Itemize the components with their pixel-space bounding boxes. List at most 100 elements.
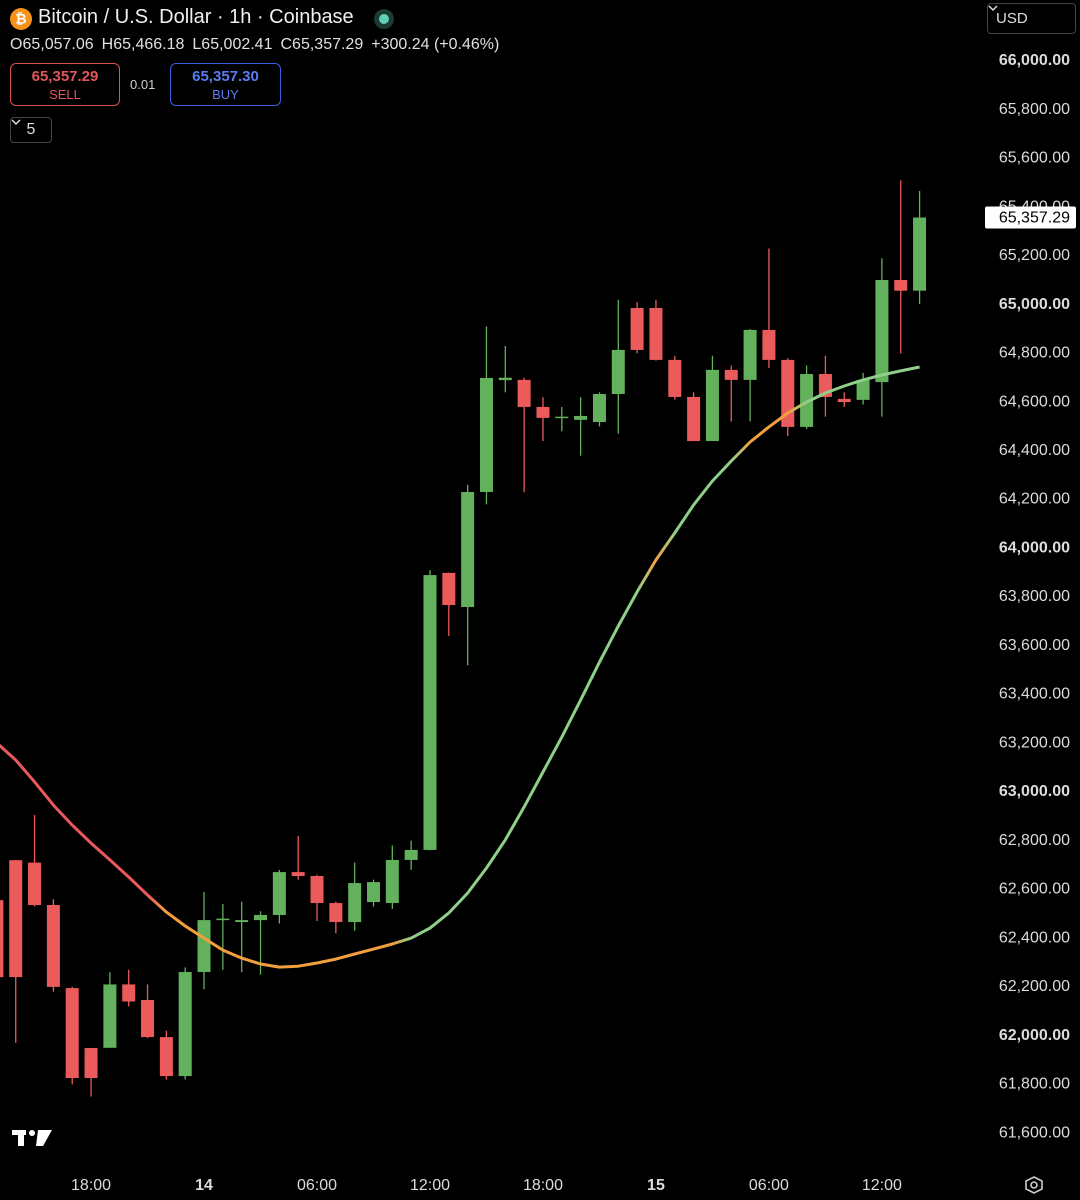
y-tick-label: 62,600.00 — [999, 881, 1070, 898]
y-tick-label: 62,800.00 — [999, 832, 1070, 849]
last-price-tag — [985, 206, 1076, 229]
buy-label: BUY — [212, 87, 239, 102]
chevron — [11, 119, 21, 126]
candle-body — [216, 918, 230, 921]
y-tick-label: 61,600.00 — [999, 1124, 1070, 1141]
settings-icon[interactable] — [1025, 1176, 1043, 1194]
candle-body — [724, 369, 738, 380]
candle-body — [837, 398, 851, 403]
candle-body — [875, 279, 889, 383]
candle-body — [103, 984, 117, 1048]
y-tick-label: 64,200.00 — [999, 491, 1070, 508]
ohlc-value: 65,357.29 — [292, 36, 364, 53]
y-tick-label: 61,800.00 — [999, 1076, 1070, 1093]
ohlc-key: O — [10, 36, 23, 53]
sell-price: 65,357.29 — [31, 68, 99, 85]
y-tick-label: 64,800.00 — [999, 345, 1070, 362]
ohlc-item: O65,057.06 — [10, 36, 94, 54]
candle-body — [178, 972, 192, 1077]
x-tick-label: 14 — [195, 1177, 213, 1194]
candle-body — [555, 416, 569, 419]
indicators-toggle[interactable]: 5 — [10, 117, 52, 143]
indicator-count: 5 — [26, 121, 36, 138]
buy-price: 65,357.30 — [192, 68, 259, 85]
ohlc-legend: O65,057.06 H65,466.18 L65,002.41 C65,357.29… — [10, 36, 499, 54]
moving-average — [0, 365, 920, 969]
candle-body — [687, 396, 701, 442]
candle-body — [498, 377, 512, 381]
candle-body — [291, 872, 305, 877]
candle-body — [65, 988, 79, 1079]
chevron — [988, 5, 998, 12]
ohlc-item: L65,002.41 — [192, 36, 272, 54]
candle-body — [442, 572, 456, 606]
candle-body — [913, 217, 927, 291]
ohlc-value: 65,057.06 — [22, 36, 94, 53]
y-tick-label: 63,200.00 — [999, 734, 1070, 751]
sell-button[interactable]: 65,357.29 SELL — [10, 63, 120, 106]
sell-label: SELL — [49, 87, 81, 102]
y-tick-label: 65,800.00 — [999, 101, 1070, 118]
candle-body — [9, 860, 23, 978]
y-tick-label: 63,400.00 — [999, 686, 1070, 703]
candle-body — [84, 1048, 98, 1079]
currency: USD — [996, 10, 1028, 27]
last-price-label: 65,357.29 — [999, 210, 1070, 227]
y-tick-label: 62,200.00 — [999, 978, 1070, 995]
x-tick-label: 18:00 — [71, 1177, 111, 1194]
x-tick-label: 06:00 — [297, 1177, 337, 1194]
change: +300.24 (+0.46%) — [371, 36, 500, 53]
candle-body — [197, 920, 211, 973]
candle-body — [574, 415, 588, 420]
candle-body — [28, 862, 42, 906]
symbol-title[interactable]: Bitcoin / U.S. Dollar · 1h · Coinbase — [38, 6, 354, 28]
buy-button[interactable]: 65,357.30 BUY — [170, 63, 281, 106]
candles — [0, 180, 927, 1097]
candle-body — [461, 491, 475, 607]
market-status[interactable] — [372, 7, 396, 31]
x-tick-label: 15 — [647, 1177, 665, 1194]
y-tick-label: 65,200.00 — [999, 247, 1070, 264]
candle-body — [46, 905, 60, 987]
currency-select[interactable]: USD — [987, 3, 1076, 34]
y-tick-label: 65,000.00 — [999, 296, 1070, 313]
spread: 0.01 — [130, 77, 156, 92]
candle-body — [762, 329, 776, 360]
candle-body — [0, 900, 4, 978]
ohlc-key: H — [101, 36, 114, 53]
candle-body — [272, 872, 286, 915]
ohlc-key: C — [280, 36, 293, 53]
tradingview-logo — [12, 1130, 52, 1146]
candle-body — [649, 308, 663, 360]
ohlc-key: L — [192, 36, 202, 53]
x-tick-label: 18:00 — [523, 1177, 563, 1194]
candle-body — [630, 308, 644, 350]
bitcoin-icon: ₿ — [10, 8, 32, 30]
candle-body — [536, 406, 550, 418]
y-tick-label: 63,000.00 — [999, 783, 1070, 800]
ohlc-item: H65,466.18 — [102, 36, 185, 54]
candle-body — [705, 369, 719, 442]
candle-body — [254, 914, 268, 921]
candle-body — [856, 379, 870, 400]
y-tick-label: 66,000.00 — [999, 52, 1070, 69]
candle-body — [743, 329, 757, 380]
y-tick-label: 63,600.00 — [999, 637, 1070, 654]
candle-body — [159, 1037, 173, 1077]
x-tick-label: 12:00 — [862, 1177, 902, 1194]
candle-body — [367, 882, 380, 903]
candle-body — [141, 1000, 155, 1038]
x-tick-label: 06:00 — [749, 1177, 789, 1194]
candle-body — [122, 984, 136, 1002]
y-tick-label: 62,000.00 — [999, 1027, 1070, 1044]
candle-body — [517, 379, 531, 407]
x-tick-label: 12:00 — [410, 1177, 450, 1194]
candle-body — [385, 859, 399, 904]
candle-body — [235, 920, 249, 923]
candle-body — [423, 575, 437, 850]
y-tick-label: 63,800.00 — [999, 588, 1070, 605]
candle-body — [329, 903, 343, 923]
y-tick-label: 64,400.00 — [999, 442, 1070, 459]
